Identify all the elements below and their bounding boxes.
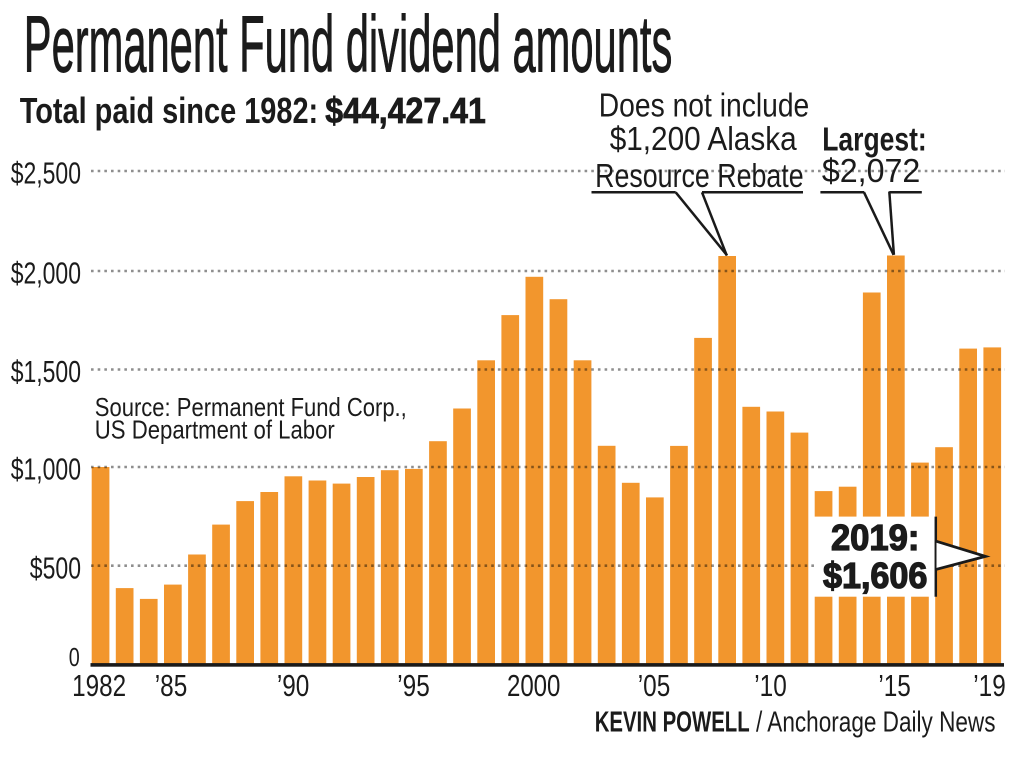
svg-text:KEVIN POWELL: KEVIN POWELL — [595, 707, 750, 739]
svg-text:$1,200 Alaska: $1,200 Alaska — [610, 120, 798, 157]
svg-text:Resource Rebate: Resource Rebate — [595, 157, 804, 194]
svg-text:$500: $500 — [30, 551, 81, 585]
svg-text:$2,500: $2,500 — [11, 157, 81, 191]
svg-text:’05: ’05 — [638, 669, 671, 703]
svg-text:$2,072: $2,072 — [822, 152, 921, 189]
svg-text:’15: ’15 — [878, 669, 911, 703]
svg-text:Permanent Fund dividend amount: Permanent Fund dividend amounts — [24, 0, 673, 89]
svg-text:Source: Permanent Fund Corp.,: Source: Permanent Fund Corp., — [95, 394, 407, 422]
svg-text:$1,606: $1,606 — [823, 555, 928, 596]
svg-text:Largest:: Largest: — [822, 120, 927, 157]
svg-text:Does not include: Does not include — [599, 87, 810, 124]
svg-text:$44,427.41: $44,427.41 — [325, 90, 486, 131]
svg-text:’85: ’85 — [155, 669, 188, 703]
svg-text:Total paid since 1982:: Total paid since 1982: — [20, 90, 319, 131]
svg-text:’90: ’90 — [277, 669, 310, 703]
svg-text:2019:: 2019: — [831, 517, 920, 558]
svg-text:2000: 2000 — [507, 669, 561, 703]
svg-text:1982: 1982 — [72, 669, 126, 703]
svg-text:0: 0 — [69, 644, 80, 672]
svg-text:$1,000: $1,000 — [11, 453, 81, 487]
svg-text:/ Anchorage Daily News: / Anchorage Daily News — [756, 707, 996, 739]
svg-text:$1,500: $1,500 — [11, 355, 81, 389]
svg-text:’19: ’19 — [973, 669, 1006, 703]
svg-text:’10: ’10 — [754, 669, 787, 703]
svg-text:US Department of Labor: US Department of Labor — [95, 416, 335, 444]
svg-text:’95: ’95 — [397, 669, 430, 703]
svg-text:$2,000: $2,000 — [11, 257, 81, 291]
